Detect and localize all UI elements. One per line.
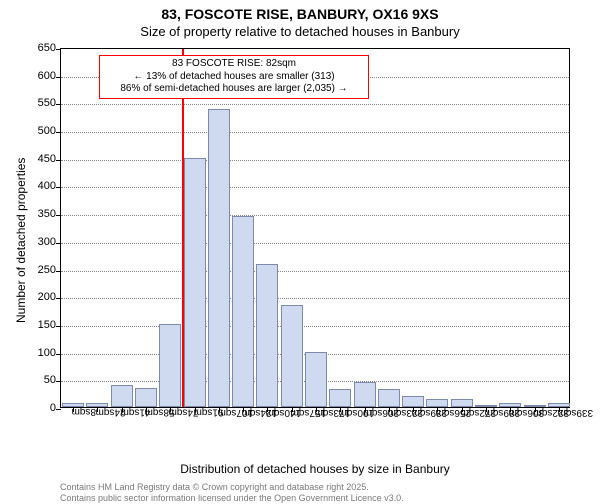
y-tick-mark bbox=[56, 104, 61, 105]
y-tick-mark bbox=[56, 132, 61, 133]
gridline bbox=[61, 326, 569, 327]
footer-attribution: Contains HM Land Registry data © Crown c… bbox=[60, 482, 404, 504]
histogram-bar bbox=[305, 352, 327, 407]
reference-line bbox=[182, 49, 184, 407]
y-tick-mark bbox=[56, 243, 61, 244]
y-tick-mark bbox=[56, 77, 61, 78]
gridline bbox=[61, 271, 569, 272]
y-tick-label: 600 bbox=[16, 70, 56, 82]
y-tick-mark bbox=[56, 298, 61, 299]
y-tick-label: 100 bbox=[16, 347, 56, 359]
histogram-bar bbox=[524, 405, 546, 407]
y-tick-mark bbox=[56, 49, 61, 50]
y-tick-mark bbox=[56, 326, 61, 327]
histogram-bar bbox=[475, 405, 497, 407]
histogram-bar bbox=[184, 158, 206, 407]
footer-line: Contains HM Land Registry data © Crown c… bbox=[60, 482, 404, 493]
gridline bbox=[61, 298, 569, 299]
histogram-bar bbox=[135, 388, 157, 407]
annotation-line: 86% of semi-detached houses are larger (… bbox=[104, 83, 364, 96]
annotation-line: ← 13% of detached houses are smaller (31… bbox=[104, 71, 364, 84]
gridline bbox=[61, 187, 569, 188]
y-tick-mark bbox=[56, 354, 61, 355]
gridline bbox=[61, 243, 569, 244]
y-tick-mark bbox=[56, 409, 61, 410]
histogram-bar bbox=[548, 403, 570, 407]
histogram-bar bbox=[159, 324, 181, 407]
gridline bbox=[61, 160, 569, 161]
gridline bbox=[61, 104, 569, 105]
histogram-bar bbox=[451, 399, 473, 407]
chart-title: 83, FOSCOTE RISE, BANBURY, OX16 9XS bbox=[0, 6, 600, 22]
y-tick-label: 550 bbox=[16, 97, 56, 109]
y-tick-label: 650 bbox=[16, 42, 56, 54]
footer-line: Contains public sector information licen… bbox=[60, 493, 404, 504]
histogram-bar bbox=[256, 264, 278, 407]
x-axis-label: Distribution of detached houses by size … bbox=[60, 462, 570, 476]
histogram-bar bbox=[86, 403, 108, 407]
y-tick-mark bbox=[56, 381, 61, 382]
chart-container: 83, FOSCOTE RISE, BANBURY, OX16 9XS Size… bbox=[0, 0, 600, 500]
y-tick-label: 50 bbox=[16, 374, 56, 386]
y-tick-mark bbox=[56, 271, 61, 272]
annotation-box: 83 FOSCOTE RISE: 82sqm← 13% of detached … bbox=[99, 55, 369, 99]
histogram-bar bbox=[354, 382, 376, 407]
histogram-bar bbox=[329, 389, 351, 407]
histogram-bar bbox=[232, 216, 254, 407]
gridline bbox=[61, 215, 569, 216]
plot-area: 83 FOSCOTE RISE: 82sqm← 13% of detached … bbox=[60, 48, 570, 408]
y-axis-label: Number of detached properties bbox=[14, 303, 28, 323]
y-tick-mark bbox=[56, 187, 61, 188]
histogram-bar bbox=[426, 399, 448, 407]
y-tick-label: 0 bbox=[16, 402, 56, 414]
histogram-bar bbox=[402, 396, 424, 407]
histogram-bar bbox=[208, 109, 230, 407]
histogram-bar bbox=[378, 389, 400, 407]
histogram-bar bbox=[281, 305, 303, 407]
gridline bbox=[61, 132, 569, 133]
y-tick-mark bbox=[56, 160, 61, 161]
histogram-bar bbox=[62, 403, 84, 407]
annotation-line: 83 FOSCOTE RISE: 82sqm bbox=[104, 58, 364, 71]
y-tick-mark bbox=[56, 215, 61, 216]
chart-subtitle: Size of property relative to detached ho… bbox=[0, 24, 600, 39]
histogram-bar bbox=[111, 385, 133, 407]
histogram-bar bbox=[499, 403, 521, 407]
y-tick-label: 500 bbox=[16, 125, 56, 137]
